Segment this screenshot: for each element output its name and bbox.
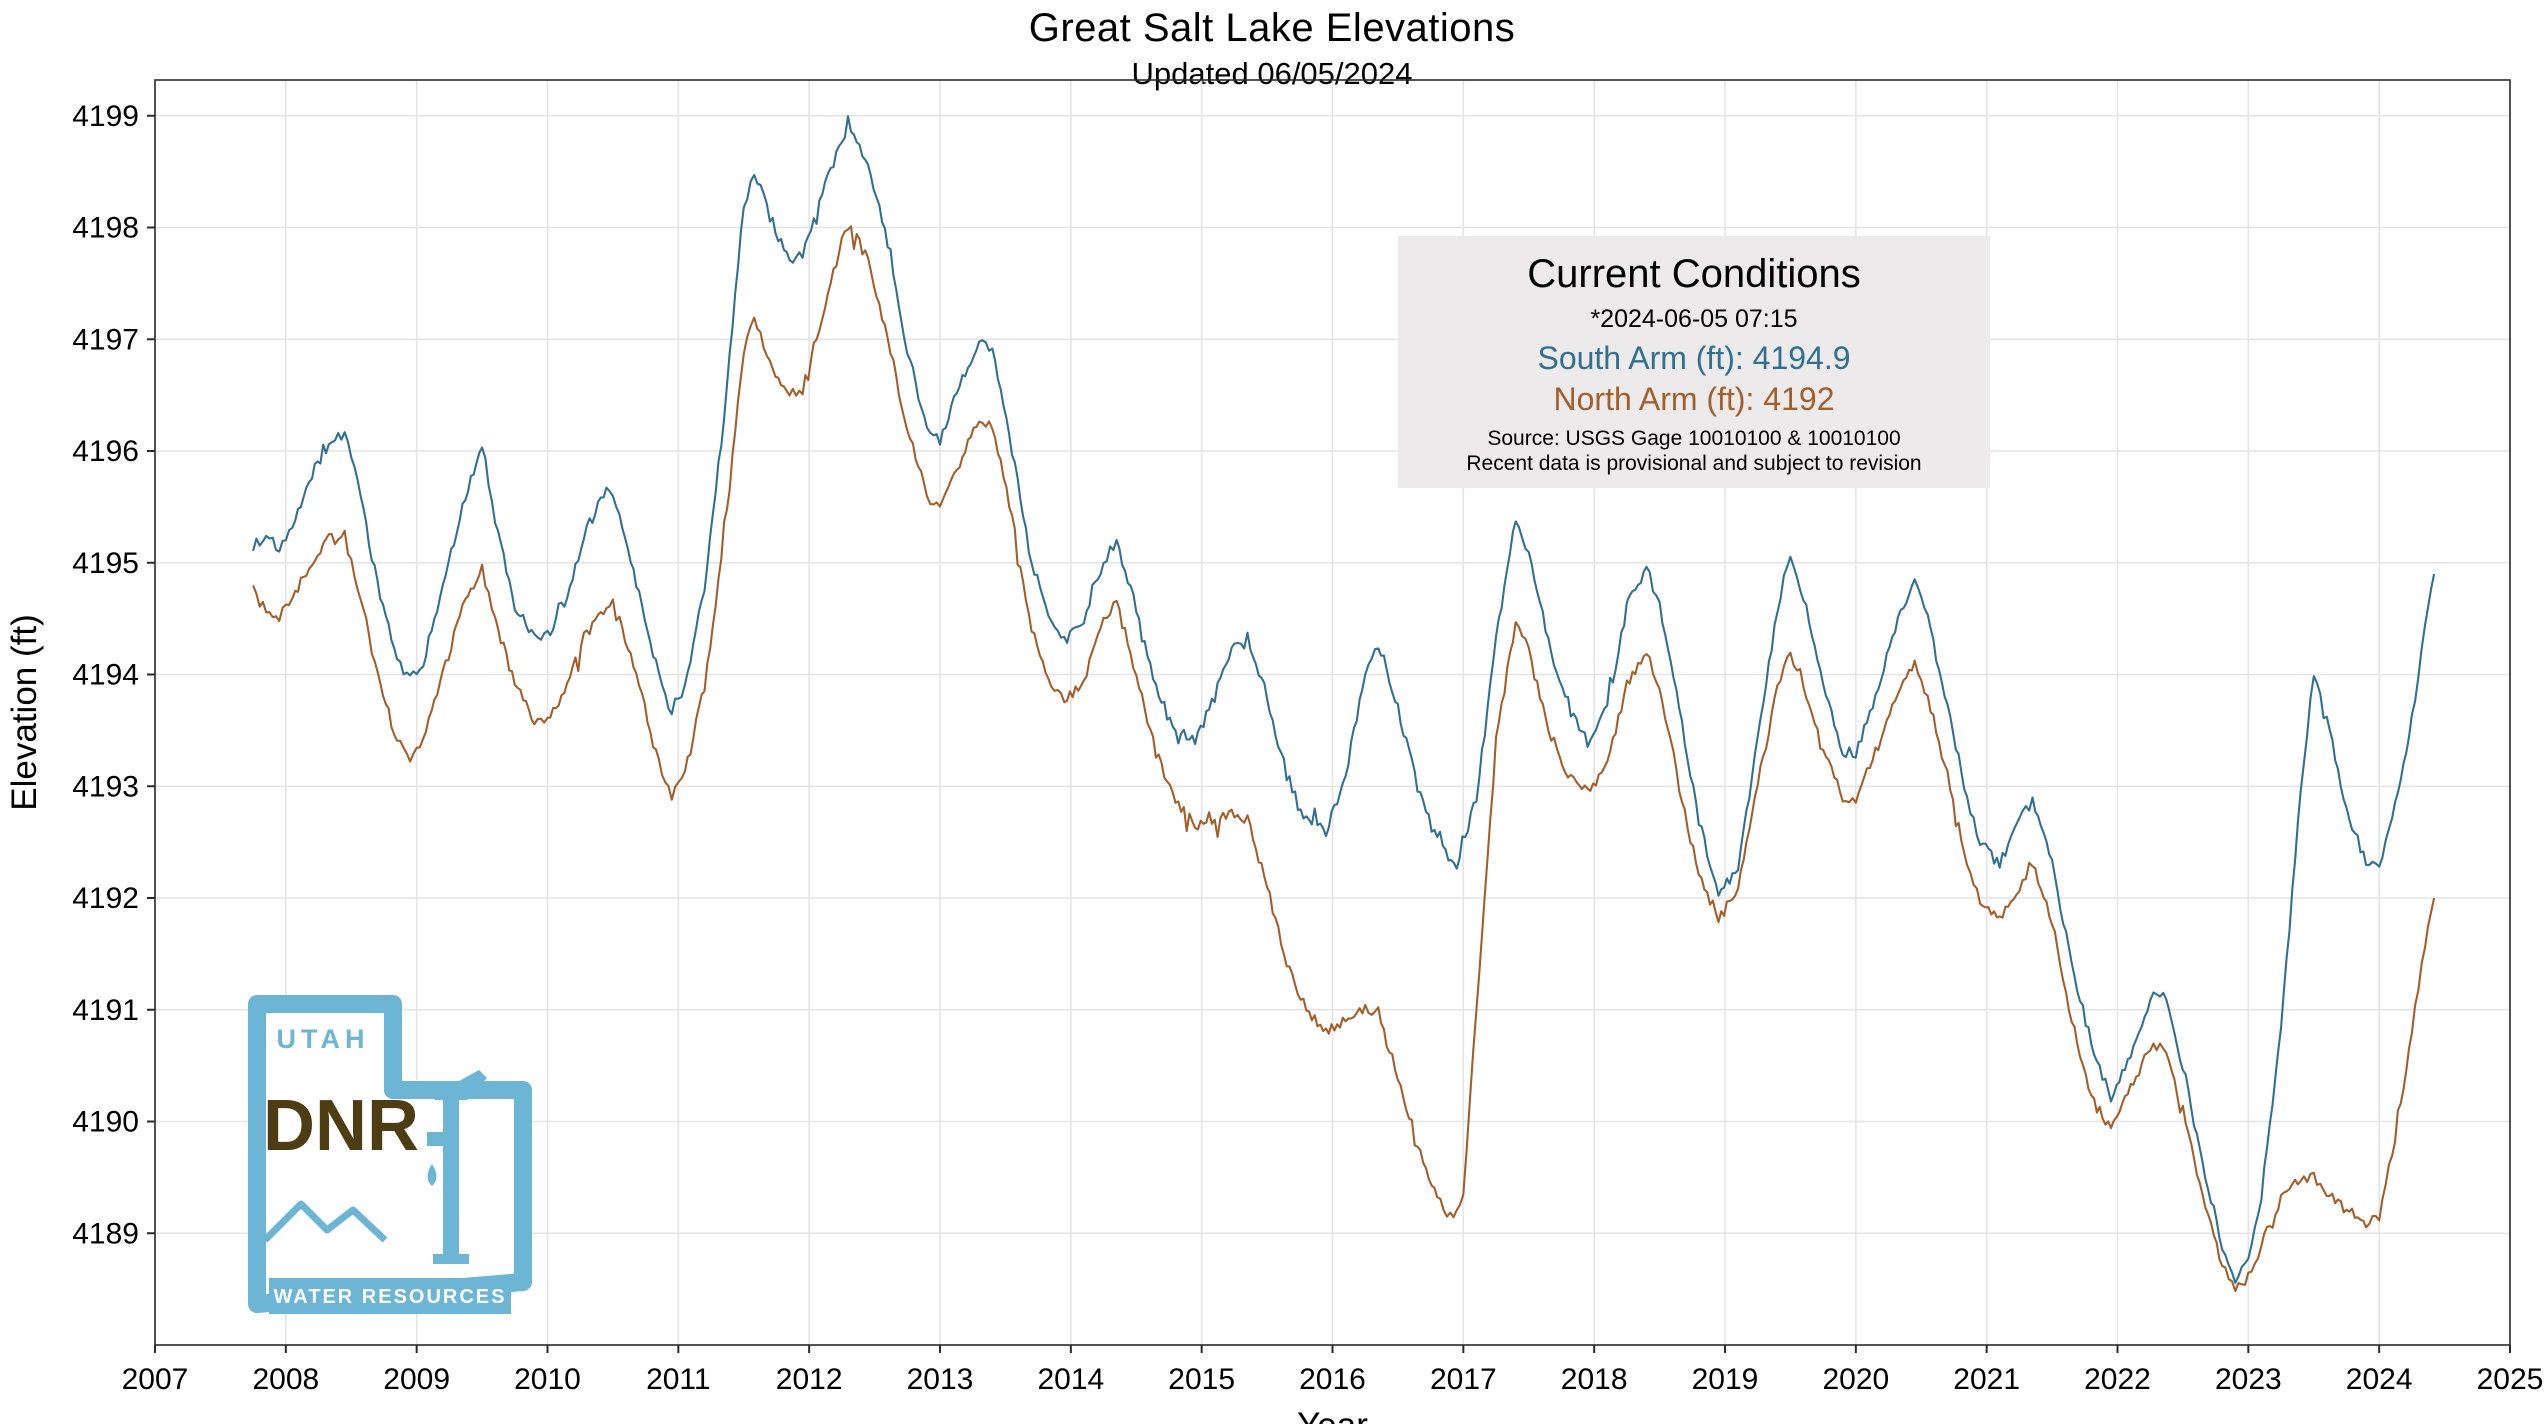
mountains-icon [262, 1200, 388, 1243]
current-conditions-box: Current Conditions *2024-06-05 07:15 Sou… [1398, 236, 1990, 489]
svg-text:2017: 2017 [1430, 1363, 1497, 1396]
svg-text:4194: 4194 [72, 659, 139, 692]
svg-text:4196: 4196 [72, 435, 139, 468]
water-pump-icon [427, 1070, 487, 1264]
svg-text:Year: Year [1297, 1406, 1368, 1424]
svg-text:Elevation (ft): Elevation (ft) [5, 614, 44, 810]
svg-text:2019: 2019 [1692, 1363, 1759, 1396]
page-subtitle: Updated 06/05/2024 [1131, 56, 1413, 91]
logo-dnr-text: DNR [263, 1086, 419, 1166]
logo-banner: WATER RESOURCES [269, 1278, 511, 1314]
south-arm-value: South Arm (ft): 4194.9 [1537, 340, 1851, 376]
svg-text:2008: 2008 [252, 1363, 319, 1396]
svg-text:2023: 2023 [2215, 1363, 2282, 1396]
logo-utah-text: UTAH [277, 1024, 370, 1054]
svg-text:2011: 2011 [646, 1363, 711, 1396]
svg-text:2024: 2024 [2346, 1363, 2413, 1396]
svg-text:2018: 2018 [1561, 1363, 1628, 1396]
svg-text:2016: 2016 [1299, 1363, 1366, 1396]
logo-water-resources-text: WATER RESOURCES [274, 1286, 507, 1308]
current-conditions-timestamp: *2024-06-05 07:15 [1590, 305, 1798, 333]
svg-text:2013: 2013 [907, 1363, 974, 1396]
svg-text:4195: 4195 [72, 547, 139, 580]
svg-text:2021: 2021 [1953, 1363, 2020, 1396]
page-title: Great Salt Lake Elevations [1028, 6, 1516, 50]
svg-text:4197: 4197 [72, 323, 139, 356]
svg-text:2014: 2014 [1037, 1363, 1104, 1396]
svg-text:4193: 4193 [72, 770, 139, 803]
utah-dnr-logo: UTAH DNR WATER RESOURCES [248, 995, 532, 1314]
provisional-disclaimer-text: Recent data is provisional and subject t… [1466, 452, 1922, 476]
north-arm-value: North Arm (ft): 4192 [1553, 381, 1835, 417]
svg-text:2025: 2025 [2477, 1363, 2544, 1396]
gage-source-text: Source: USGS Gage 10010100 & 10010100 [1487, 427, 1901, 450]
svg-text:2020: 2020 [1822, 1363, 1889, 1396]
svg-text:2009: 2009 [383, 1363, 450, 1396]
current-conditions-title: Current Conditions [1527, 252, 1861, 296]
svg-text:4190: 4190 [72, 1106, 139, 1139]
svg-text:4198: 4198 [72, 212, 139, 245]
svg-text:4189: 4189 [72, 1217, 139, 1250]
svg-text:4191: 4191 [72, 994, 139, 1027]
svg-text:2015: 2015 [1168, 1363, 1235, 1396]
svg-text:4199: 4199 [72, 100, 139, 133]
svg-text:4192: 4192 [72, 882, 139, 915]
svg-text:2012: 2012 [776, 1363, 843, 1396]
svg-text:2022: 2022 [2084, 1363, 2151, 1396]
svg-text:2010: 2010 [514, 1363, 581, 1396]
svg-text:2007: 2007 [122, 1363, 189, 1396]
